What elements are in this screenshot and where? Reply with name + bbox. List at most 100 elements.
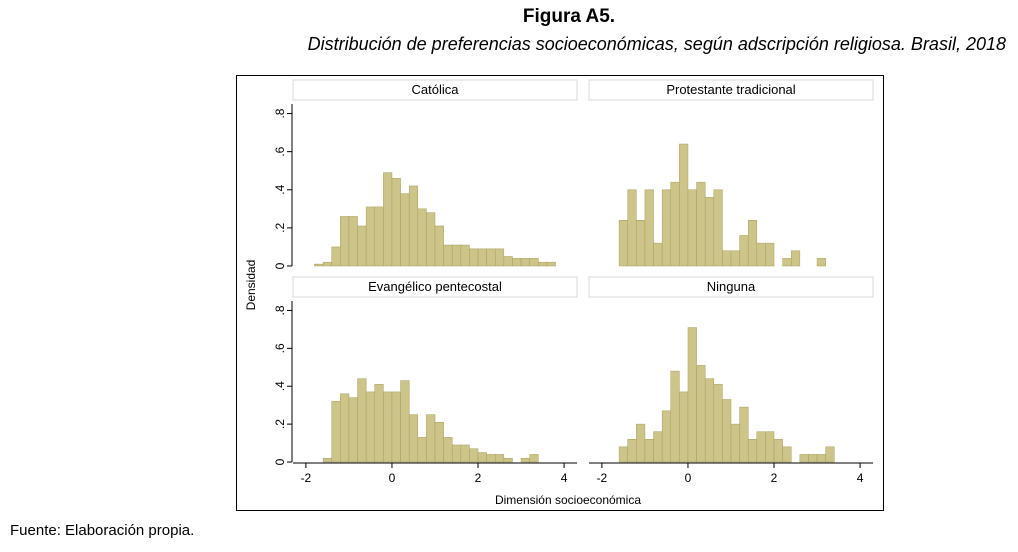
histogram-bar xyxy=(322,261,332,267)
histogram-bar xyxy=(322,457,332,463)
histogram-bar xyxy=(383,391,393,463)
x-axis-label: Dimensión socioeconómica xyxy=(495,493,641,507)
x-tick-label: 2 xyxy=(771,471,778,485)
histogram-bar xyxy=(503,256,513,267)
x-tick-label: -2 xyxy=(301,471,312,485)
histogram-bar xyxy=(538,261,548,267)
histogram-bar xyxy=(808,454,818,463)
histogram-bar xyxy=(722,399,732,463)
histogram-bar xyxy=(687,327,697,463)
histogram-bar xyxy=(443,244,453,267)
y-axis-label: Densidad xyxy=(244,260,258,311)
panel-title: Ninguna xyxy=(707,279,756,294)
x-tick-label: 4 xyxy=(857,471,864,485)
y-tick-label: .2 xyxy=(273,223,287,233)
histogram-bar xyxy=(520,457,530,463)
y-tick-label: .8 xyxy=(273,305,287,315)
y-tick-label: 0 xyxy=(273,262,287,269)
panel-strip xyxy=(588,79,874,101)
histogram-bar xyxy=(417,208,427,267)
histogram-bar xyxy=(408,185,419,267)
histogram-bar xyxy=(644,439,654,463)
histogram-bar xyxy=(460,444,470,463)
histogram-bar xyxy=(460,244,470,267)
x-tick-label: 0 xyxy=(389,471,396,485)
histogram-bar xyxy=(426,414,436,463)
histogram-bar xyxy=(348,397,358,463)
histogram-bar xyxy=(400,193,410,267)
histogram-bar xyxy=(773,439,783,463)
panel-0: Católica 0 .2 .4 .6 .8 xyxy=(273,79,578,269)
panel-title: Evangélico pentecostal xyxy=(368,279,502,294)
histogram-bar xyxy=(790,250,801,267)
panel-3: Ninguna -2 0 2 4 xyxy=(588,276,874,485)
histogram-bar xyxy=(653,431,663,463)
histogram-bar xyxy=(331,246,341,267)
histogram-bar xyxy=(816,454,826,463)
histogram-bar xyxy=(739,235,749,267)
panel-2: Evangélico pentecostal 0 .2 .4 .6 .8 -2 0 2 4 xyxy=(273,276,578,485)
panel-strip xyxy=(292,79,578,101)
histogram-bar xyxy=(765,431,775,463)
histogram-bar xyxy=(451,444,462,463)
histogram-bar xyxy=(670,370,680,463)
histogram-bar xyxy=(661,189,672,267)
histogram-bar xyxy=(357,225,367,267)
panel-strip xyxy=(292,276,578,298)
histogram-bar xyxy=(644,189,654,267)
y-tick-label: .8 xyxy=(273,108,287,118)
y-tick-label: .2 xyxy=(273,419,287,429)
x-tick-label: 0 xyxy=(685,471,692,485)
histogram-bar xyxy=(374,206,384,267)
figure-source: Fuente: Elaboración propia. xyxy=(10,522,195,539)
y-tick-label: .6 xyxy=(273,146,287,156)
histogram-bar xyxy=(730,423,740,463)
histogram-bar xyxy=(426,212,436,267)
histogram-bar xyxy=(627,189,637,267)
histogram-bar xyxy=(816,258,826,267)
histogram-bar xyxy=(696,365,706,463)
panel-strip xyxy=(588,276,874,298)
histogram-bar xyxy=(679,391,689,463)
histogram-bar xyxy=(636,220,646,267)
histogram-bar xyxy=(722,250,732,267)
histogram-bar xyxy=(451,244,462,267)
histogram-bar xyxy=(756,431,766,463)
histogram-bar xyxy=(520,258,530,267)
histogram-bar xyxy=(494,248,505,267)
histogram-bar xyxy=(825,446,835,463)
figure-title: Figura A5. xyxy=(522,6,616,27)
histogram-bar xyxy=(653,242,663,267)
histogram-bar xyxy=(618,446,628,463)
histogram-bar xyxy=(713,384,723,463)
histogram-bar xyxy=(391,391,401,463)
histogram-bar xyxy=(365,206,376,267)
histogram-bar xyxy=(529,258,539,267)
y-tick-label: .4 xyxy=(273,381,287,391)
x-tick-label: 2 xyxy=(475,471,482,485)
panel-title: Católica xyxy=(412,82,460,97)
histogram-bar xyxy=(486,454,496,463)
histogram-bar xyxy=(365,391,376,463)
y-tick-label: 0 xyxy=(273,458,287,465)
histogram-bar xyxy=(340,216,350,267)
histogram-bar xyxy=(799,454,809,463)
histogram-bar xyxy=(756,242,766,267)
histogram-bar xyxy=(486,248,496,267)
histogram-bar xyxy=(469,248,479,267)
figure-subtitle: Distribución de preferencias socioeconóm… xyxy=(307,34,1006,54)
histogram-bar xyxy=(443,437,453,463)
histogram-bar xyxy=(512,258,522,267)
histogram-bar xyxy=(340,393,350,463)
y-tick-label: .6 xyxy=(273,343,287,353)
histogram-bar xyxy=(314,263,324,267)
histogram-bar xyxy=(348,216,358,267)
histogram-bar xyxy=(636,423,646,463)
panel-1: Protestante tradicional xyxy=(588,79,874,267)
histogram-bar xyxy=(434,421,444,463)
histogram-bar xyxy=(477,452,487,463)
histogram-bar xyxy=(765,242,775,267)
histogram-bar xyxy=(546,261,556,267)
panel-title: Protestante tradicional xyxy=(666,82,795,97)
histogram-bar xyxy=(661,410,672,463)
